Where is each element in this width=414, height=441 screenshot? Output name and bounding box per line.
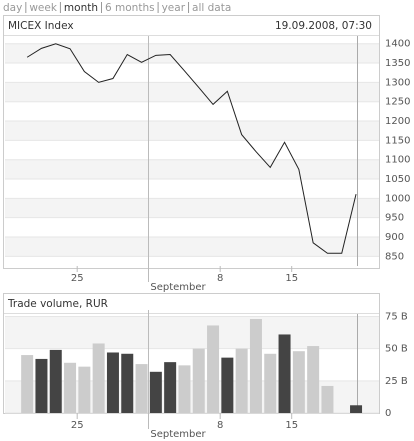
bar xyxy=(64,362,77,413)
x-tick-label: 25 xyxy=(71,420,84,431)
bar xyxy=(35,358,48,413)
bar xyxy=(235,348,248,413)
grid-band xyxy=(5,82,379,102)
y-tick-label: 850 xyxy=(385,251,404,262)
y-tick-label: 0 xyxy=(385,408,391,419)
nav-link[interactable]: week xyxy=(29,2,58,14)
bar xyxy=(192,348,205,413)
nav-link[interactable]: year xyxy=(162,2,186,14)
bar xyxy=(307,346,320,413)
grid-band xyxy=(5,121,379,141)
line-series xyxy=(26,43,357,254)
y-tick-label: 1000 xyxy=(385,193,410,204)
bar xyxy=(249,319,262,413)
y-tick-label: 1400 xyxy=(385,39,410,50)
grid-band xyxy=(5,237,379,257)
y-tick-label: 1100 xyxy=(385,155,410,166)
y-tick-label: 1150 xyxy=(385,135,410,146)
bar xyxy=(264,353,277,413)
nav-link[interactable]: day xyxy=(3,2,22,14)
x-tick-label: 15 xyxy=(285,420,298,431)
chart-title: Trade volume, RUR xyxy=(7,298,108,310)
y-tick-label: 50 B xyxy=(385,344,408,355)
x-group-label: September xyxy=(150,282,206,293)
bar xyxy=(178,365,191,413)
grid-band xyxy=(5,159,379,180)
bar xyxy=(21,355,34,413)
x-tick-label: 8 xyxy=(217,420,223,431)
bar xyxy=(106,352,119,413)
bar xyxy=(350,405,363,413)
x-tick-label: 15 xyxy=(285,273,298,284)
nav-link[interactable]: all data xyxy=(192,2,231,14)
grid-band xyxy=(5,43,379,64)
bar xyxy=(49,349,62,413)
bar xyxy=(207,325,220,413)
bar xyxy=(121,353,134,413)
y-tick-label: 1200 xyxy=(385,116,410,127)
bar xyxy=(78,366,91,413)
y-tick-label: 900 xyxy=(385,232,404,243)
x-tick-label: 25 xyxy=(71,273,84,284)
grid-band xyxy=(5,316,379,349)
y-tick-label: 1300 xyxy=(385,77,410,88)
y-tick-label: 950 xyxy=(385,213,404,224)
bar xyxy=(292,351,305,413)
y-tick-label: 1050 xyxy=(385,174,410,185)
x-tick-label: 8 xyxy=(217,273,223,284)
chart-title: MICEX Index xyxy=(8,20,74,32)
y-tick-label: 25 B xyxy=(385,376,408,387)
bar xyxy=(221,357,234,413)
x-group-label: September xyxy=(150,429,206,440)
timestamp: 19.09.2008, 07:30 xyxy=(275,20,372,32)
bar xyxy=(278,334,291,413)
nav-link[interactable]: month xyxy=(64,2,98,14)
y-tick-label: 1350 xyxy=(385,58,410,69)
bar xyxy=(321,385,334,413)
grid-band xyxy=(5,198,379,218)
bar xyxy=(92,343,105,413)
bar xyxy=(164,362,177,413)
nav-link[interactable]: 6 months xyxy=(105,2,155,14)
y-tick-label: 75 B xyxy=(385,311,408,322)
y-tick-label: 1250 xyxy=(385,97,410,108)
bar xyxy=(149,371,162,413)
bar xyxy=(135,364,148,413)
